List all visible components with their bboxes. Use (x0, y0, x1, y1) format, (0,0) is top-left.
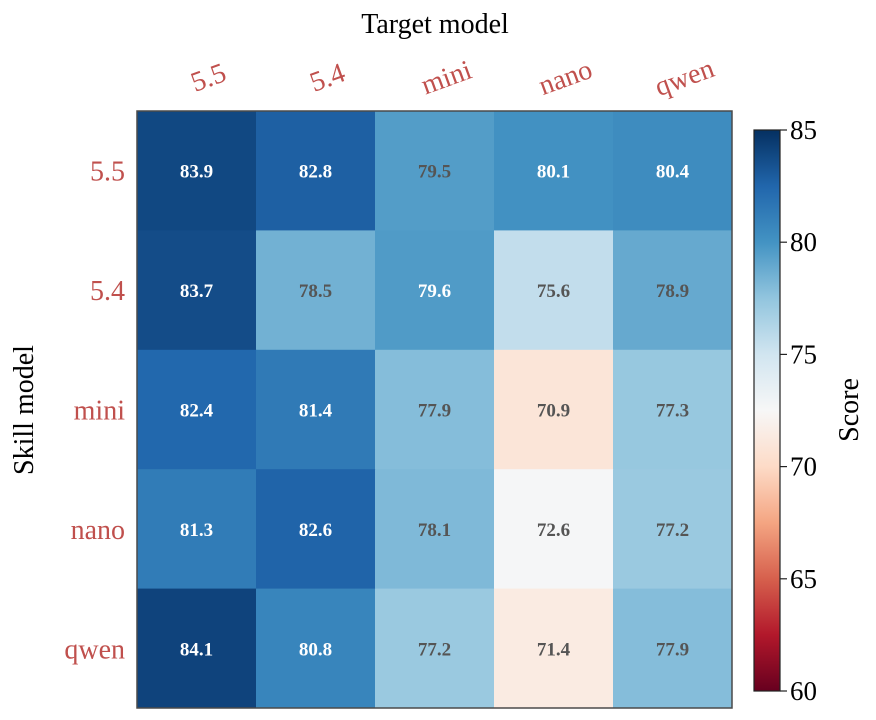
y-tick-label: nano (71, 515, 125, 546)
cell-value-label: 80.4 (656, 162, 690, 183)
heatmap-cells: 83.9 82.8 79.5 80.1 80.4 83.7 78.5 79.6 75.6 78.9… (137, 111, 733, 709)
colorbar (753, 129, 781, 692)
y-tick-label: 5.4 (90, 276, 125, 307)
heatmap-cell (256, 349, 376, 470)
x-axis-label: Target model (361, 9, 509, 40)
cell-value-label: 70.9 (537, 401, 570, 422)
heatmap-cell (494, 111, 614, 231)
heatmap-cell (613, 349, 733, 470)
cell-value-label: 77.2 (418, 639, 451, 660)
heatmap-cell (137, 588, 257, 709)
cell-value-label: 82.4 (180, 401, 214, 422)
heatmap-cell (137, 111, 257, 231)
cell-value-label: 82.6 (299, 520, 332, 541)
heatmap-cell (375, 349, 495, 470)
heatmap-cell (256, 588, 376, 709)
colorbar-label: Score (834, 378, 865, 442)
heatmap-cell (137, 230, 257, 351)
cell-value-label: 77.3 (656, 401, 689, 422)
heatmap-cell (375, 230, 495, 351)
cell-value-label: 83.9 (180, 162, 213, 183)
y-axis-label: Skill model (9, 345, 40, 475)
colorbar-tick-label: 65 (790, 564, 817, 594)
cell-value-label: 78.1 (418, 520, 451, 541)
heatmap-cell (494, 588, 614, 709)
colorbar-tick-label: 60 (790, 676, 817, 706)
cell-value-label: 83.7 (180, 281, 214, 302)
cell-value-label: 77.2 (656, 520, 689, 541)
heatmap-cell (375, 588, 495, 709)
heatmap-cell (137, 469, 257, 590)
cell-value-label: 71.4 (537, 639, 571, 660)
cell-value-label: 80.8 (299, 639, 332, 660)
y-tick-label: 5.5 (90, 157, 125, 188)
heatmap-cell (256, 230, 376, 351)
heatmap-cell (494, 349, 614, 470)
heatmap-cell (375, 469, 495, 590)
cell-value-label: 75.6 (537, 281, 570, 302)
cell-value-label: 80.1 (537, 162, 570, 183)
y-tick-label: qwen (64, 634, 125, 665)
heatmap-cell (375, 111, 495, 231)
heatmap-cell (256, 469, 376, 590)
cell-value-label: 81.3 (180, 520, 213, 541)
x-tick-label: 5.5 (187, 57, 230, 98)
cell-value-label: 77.9 (418, 401, 451, 422)
colorbar-tick-label: 80 (790, 227, 817, 257)
cell-value-label: 84.1 (180, 639, 213, 660)
heatmap-cell (137, 349, 257, 470)
cell-value-label: 81.4 (299, 401, 333, 422)
heatmap-frame (136, 110, 733, 709)
x-tick-label: nano (535, 54, 597, 102)
y-tick-label: mini (74, 396, 126, 427)
x-tick-label: mini (417, 55, 476, 102)
cell-value-label: 78.5 (299, 281, 332, 302)
cell-value-label: 79.5 (418, 162, 451, 183)
heatmap-cell (256, 111, 376, 231)
cell-value-label: 72.6 (537, 520, 570, 541)
colorbar-tick-label: 85 (790, 115, 817, 145)
cell-value-label: 82.8 (299, 162, 332, 183)
heatmap-cell (613, 469, 733, 590)
cell-value-label: 78.9 (656, 281, 689, 302)
colorbar-tick-label: 75 (790, 339, 817, 369)
heatmap-cell (494, 230, 614, 351)
x-tick-labels: 5.5 5.4 mini nano qwen (187, 53, 719, 103)
colorbar-ticks: 60 65 70 75 80 85 (780, 115, 817, 706)
y-tick-labels: 5.5 5.4 mini nano qwen (64, 157, 125, 666)
colorbar-tick-label: 70 (790, 452, 817, 482)
x-tick-label: 5.4 (306, 57, 349, 98)
heatmap-cell (613, 588, 733, 709)
cell-value-label: 79.6 (418, 281, 451, 302)
heatmap-cell (613, 111, 733, 231)
x-tick-label: qwen (651, 53, 719, 103)
cell-value-label: 77.9 (656, 639, 689, 660)
heatmap-cell (494, 469, 614, 590)
heatmap-cell (613, 230, 733, 351)
